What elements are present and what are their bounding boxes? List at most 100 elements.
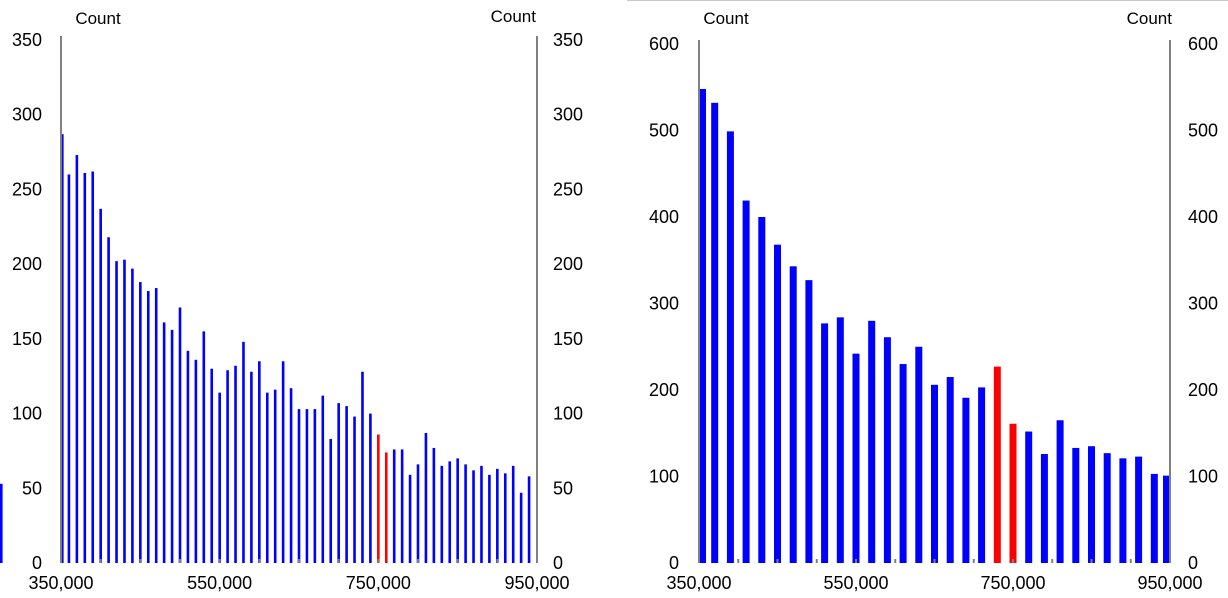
top-divider — [627, 0, 1228, 1]
histogram-bar — [305, 409, 309, 563]
histogram-bar — [1072, 447, 1080, 563]
right-y-tick-label: 100 — [553, 404, 583, 424]
highlight-bar — [377, 434, 380, 563]
left-y-tick-label: 300 — [12, 105, 42, 125]
x-tick-label: 750,000 — [980, 573, 1045, 593]
histogram-bar — [250, 371, 253, 563]
histogram-bar — [1119, 458, 1127, 563]
histogram-bar — [456, 458, 459, 563]
histogram-bar — [408, 474, 412, 563]
histogram-bar — [440, 465, 444, 563]
left-y-tick-label: 300 — [649, 294, 679, 314]
histogram-bar — [99, 208, 102, 563]
histogram-bar — [369, 413, 372, 563]
right-y-tick-label: 0 — [553, 553, 563, 573]
histogram-bar — [202, 331, 206, 563]
right-y-tick-label: 200 — [1188, 380, 1218, 400]
histogram-bar — [123, 259, 126, 563]
x-tick-label: 950,000 — [504, 573, 569, 593]
histogram-bar — [218, 392, 221, 563]
histogram-bar — [345, 406, 348, 563]
histogram-bar — [361, 371, 364, 563]
x-tick-label: 550,000 — [823, 573, 888, 593]
histogram-bar — [868, 320, 876, 563]
histogram-bar — [711, 102, 719, 563]
histogram-bar — [115, 261, 118, 563]
histogram-bar — [1040, 454, 1048, 563]
left-y-tick-label: 100 — [649, 467, 679, 487]
right-y-tick-label: 0 — [1188, 553, 1198, 573]
histogram-bar — [67, 174, 71, 564]
histogram-bar — [758, 217, 766, 563]
histogram-bar — [392, 449, 396, 563]
histogram-bar — [464, 464, 467, 563]
left-axis-title: Count — [703, 9, 749, 28]
histogram-bar — [131, 268, 134, 563]
x-tick-label: 550,000 — [187, 573, 252, 593]
right-y-tick-label: 200 — [553, 254, 583, 274]
right-y-tick-label: 250 — [553, 179, 583, 199]
histogram-bar — [61, 134, 64, 563]
histogram-bar — [273, 389, 277, 563]
histogram-bar — [789, 266, 797, 563]
chart-right: 0 0 100 100 200 200 300 300 400 400 500 500 600 600 35… — [614, 0, 1228, 598]
histogram-bar — [234, 365, 237, 563]
histogram-bar — [488, 474, 491, 563]
left-y-tick-label: 100 — [12, 404, 42, 424]
chart-left: 0 0 50 50 100 100 150 150 200 200 250 250 300 300 350 3… — [0, 7, 583, 593]
right-y-tick-label: 150 — [553, 329, 583, 349]
histogram-bar — [265, 392, 269, 563]
right-y-tick-label: 600 — [1188, 34, 1218, 54]
right-y-tick-label: 300 — [553, 105, 583, 125]
chart-right-plot: 0 0 100 100 200 200 300 300 400 400 500 500 600 600 35… — [649, 9, 1218, 593]
histogram-bar — [226, 370, 229, 563]
histogram-bar — [899, 364, 907, 563]
histogram-bar — [527, 476, 531, 563]
x-tick-label: 950,000 — [1137, 573, 1202, 593]
left-y-tick-label: 250 — [12, 179, 42, 199]
right-axis-title: Count — [491, 7, 537, 26]
histogram-bar — [353, 416, 356, 563]
histogram-bar — [0, 483, 3, 563]
histogram-bar — [91, 171, 95, 563]
histogram-bar — [75, 155, 79, 563]
left-y-tick-label: 500 — [649, 121, 679, 141]
highlight-bar — [1009, 423, 1017, 563]
histogram-bar — [931, 384, 938, 563]
histogram-bar — [289, 388, 293, 563]
histogram-bar — [107, 237, 110, 563]
histogram-bar — [836, 317, 844, 563]
right-y-tick-label: 400 — [1188, 207, 1218, 227]
histogram-bar — [726, 131, 734, 563]
histogram-bar — [242, 341, 245, 563]
histogram-bar — [297, 409, 301, 563]
left-y-tick-label: 600 — [649, 34, 679, 54]
histogram-bar — [519, 492, 523, 563]
right-y-tick-label: 500 — [1188, 121, 1218, 141]
left-y-tick-label: 400 — [649, 207, 679, 227]
histogram-bar — [805, 280, 813, 563]
histogram-bar — [496, 468, 499, 563]
histogram-bar — [1025, 431, 1033, 563]
histogram-bar — [146, 291, 150, 563]
histogram-bar — [503, 473, 507, 563]
right-y-tick-label: 350 — [553, 30, 583, 50]
histogram-bar — [139, 282, 142, 563]
histogram-bar — [178, 307, 182, 563]
histogram-bar — [883, 337, 891, 563]
histogram-bar — [852, 353, 860, 563]
left-axis-title: Count — [75, 9, 121, 28]
x-tick-label: 350,000 — [28, 573, 93, 593]
histogram-bar — [915, 346, 923, 563]
histogram-bar — [1150, 473, 1158, 563]
histogram-bar — [821, 323, 829, 563]
histogram-bar — [774, 244, 781, 563]
right-y-tick-label: 100 — [1188, 467, 1218, 487]
histogram-bar — [962, 397, 970, 563]
histogram-bar — [210, 368, 214, 563]
histogram-bar — [1135, 456, 1143, 563]
right-y-tick-label: 300 — [1188, 294, 1218, 314]
histogram-bar — [194, 359, 198, 563]
histogram-bar — [511, 465, 515, 563]
histogram-bar — [699, 88, 706, 563]
